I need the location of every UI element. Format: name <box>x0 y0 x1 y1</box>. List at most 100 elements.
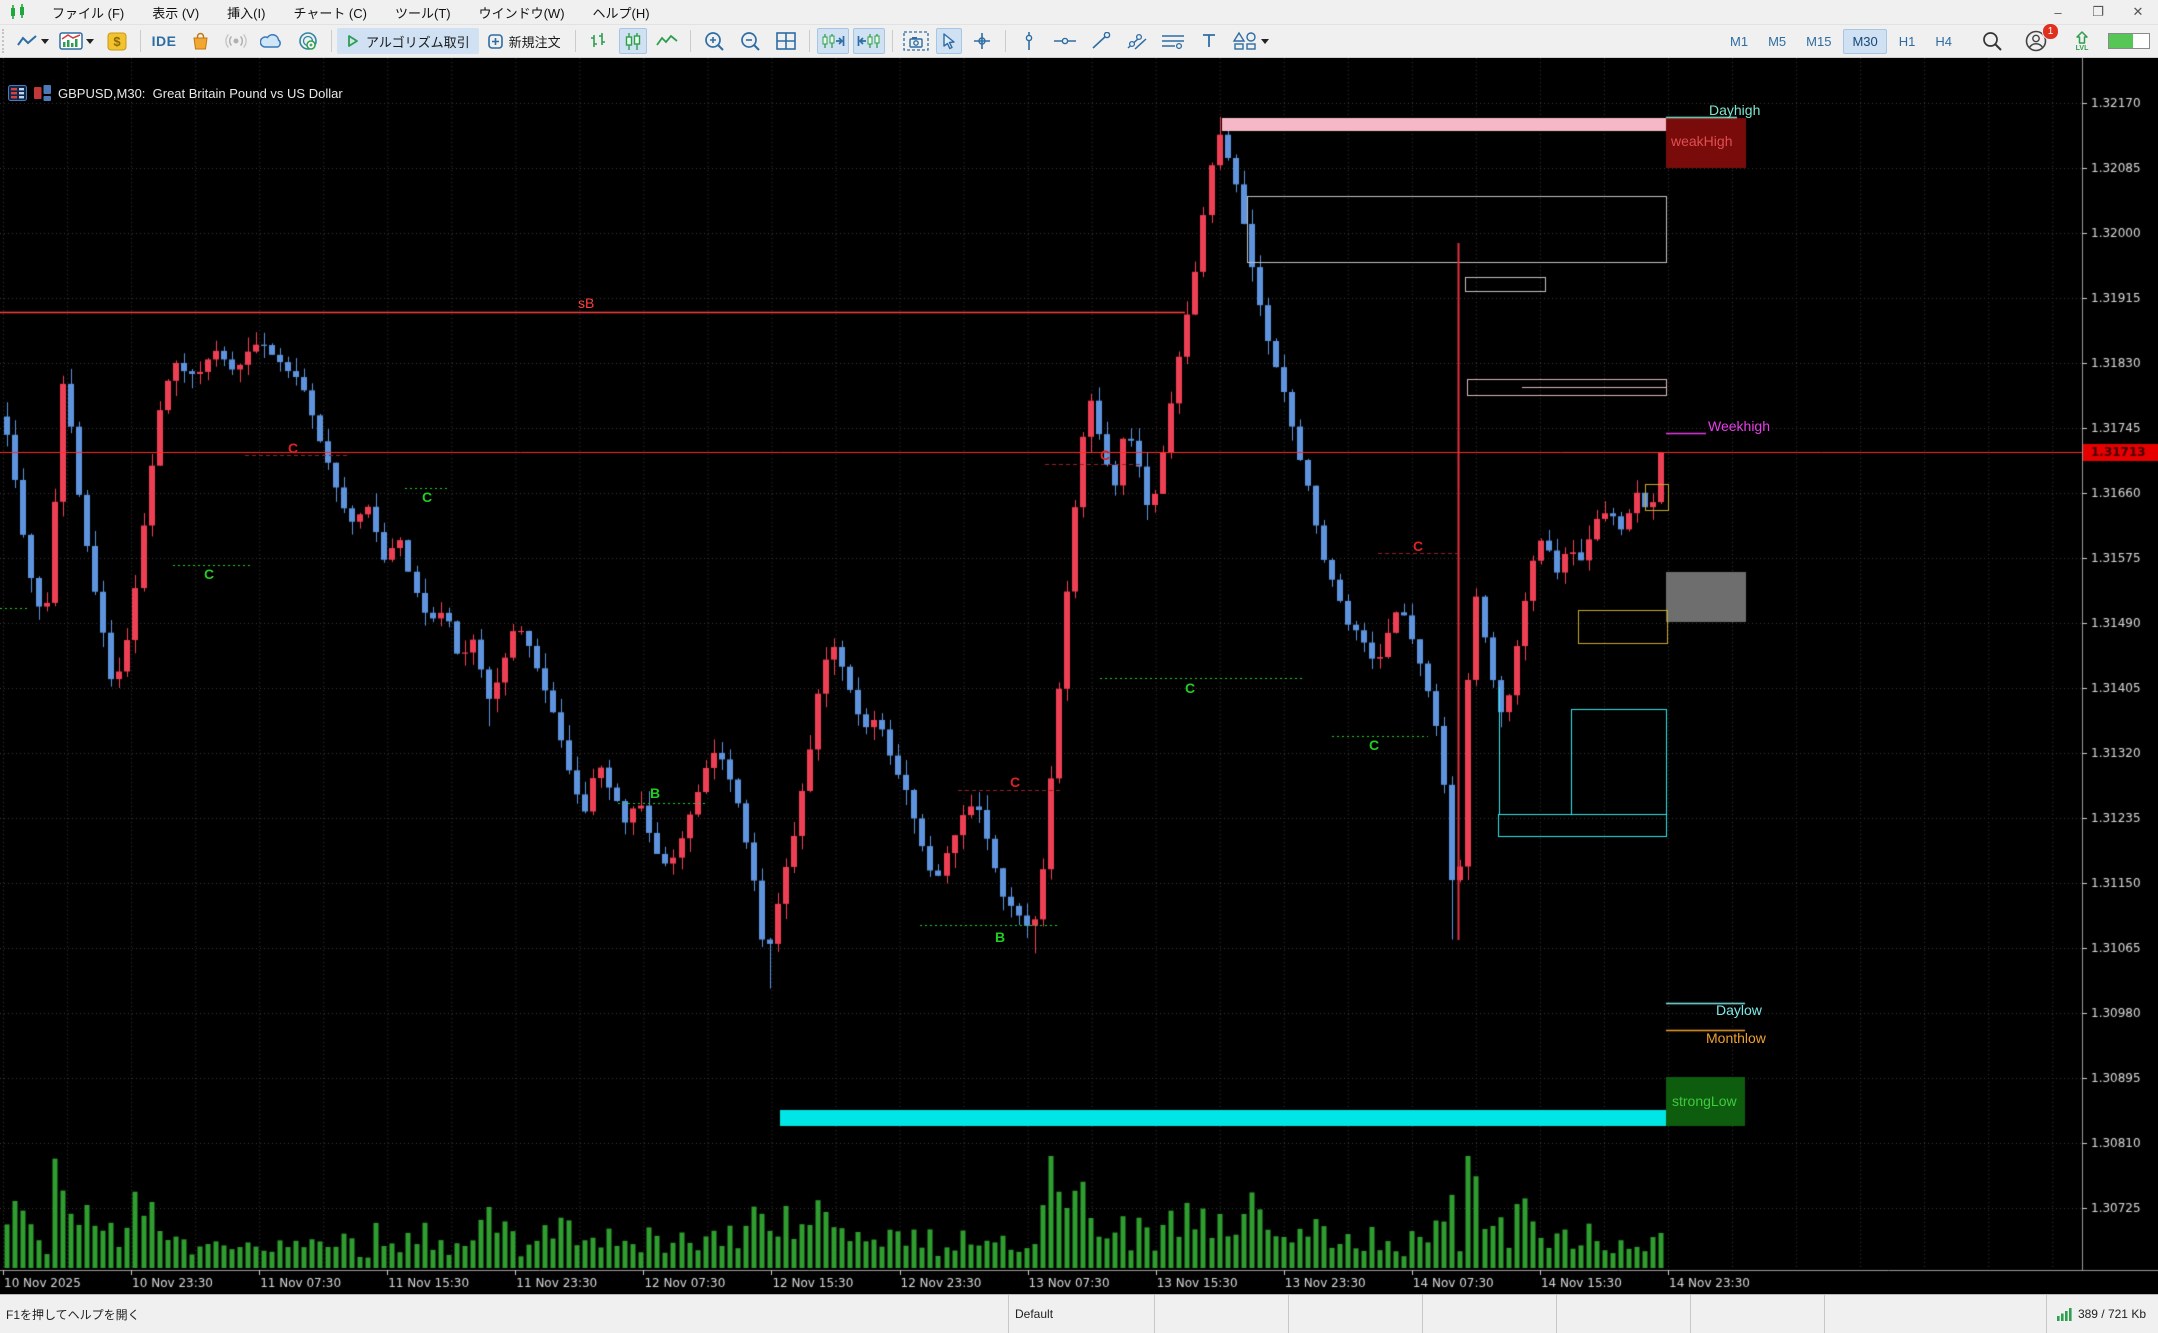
globe-icon <box>299 32 317 50</box>
menu-bar: ファイル (F) 表示 (V) 挿入(I) チャート (C) ツール(T) ウインドウ(W… <box>0 0 2158 25</box>
menu-item-6[interactable]: ヘルプ(H) <box>592 5 650 21</box>
signal-bars-icon <box>2056 1308 2072 1321</box>
status-profile[interactable]: Default <box>1008 1295 1154 1333</box>
vertical-line-icon <box>1025 32 1032 50</box>
timeframe-m30[interactable]: M30 <box>1843 28 1887 54</box>
menu-item-0[interactable]: ファイル (F) <box>52 5 125 21</box>
timeframe-h4[interactable]: H4 <box>1935 33 1952 49</box>
grid-window-icon <box>775 32 796 50</box>
cloud-icon <box>260 34 281 48</box>
shopping-bag-icon <box>192 32 208 49</box>
menu-item-5[interactable]: ウインドウ(W) <box>478 5 565 21</box>
candlestick-icon <box>625 32 640 50</box>
timeframe-group: M1 M5 M15 M30 H1 H4 <box>1720 28 1962 54</box>
account-button[interactable]: 1 <box>2020 23 2059 54</box>
toolbar-grip <box>2 29 11 53</box>
algo-trading-label: アルゴリズム取引 <box>366 34 470 50</box>
market-watch-button[interactable]: $ <box>101 28 133 54</box>
chevron-down-icon <box>86 38 94 44</box>
level-up-button[interactable]: LVL <box>2066 28 2098 54</box>
algo-trading-button[interactable]: アルゴリズム取引 <box>337 28 479 54</box>
new-order-label: 新規注文 <box>508 34 561 50</box>
chevron-down-icon <box>41 38 49 44</box>
status-cell-empty-2 <box>1422 1295 1556 1333</box>
user-avatar-icon <box>2025 30 2047 52</box>
cloud-button[interactable] <box>256 28 288 54</box>
chart-type-button[interactable] <box>13 28 52 54</box>
indicators-button[interactable] <box>56 28 97 54</box>
screenshot-button[interactable] <box>900 28 932 54</box>
channel-icon <box>1127 33 1147 50</box>
timeframe-m5[interactable]: M5 <box>1768 33 1787 49</box>
status-bar: F1を押してヘルプを開く Default 389 / 721 Kb <box>0 1294 2158 1333</box>
close-button[interactable]: ✕ <box>2132 4 2144 19</box>
menu-item-4[interactable]: ツール(T) <box>394 5 451 21</box>
timeframe-m15[interactable]: M15 <box>1806 33 1832 49</box>
equidistant-lines-tool-button[interactable] <box>1157 28 1189 54</box>
svg-text:$: $ <box>113 34 121 49</box>
menu-item-3[interactable]: チャート (C) <box>293 5 367 21</box>
zigzag-line-icon <box>655 34 678 46</box>
ohlc-bars-icon <box>590 33 605 47</box>
channel-tool-button[interactable] <box>1121 28 1153 54</box>
vertical-line-tool-button[interactable] <box>1013 28 1045 54</box>
zoom-out-icon <box>740 32 760 51</box>
zoom-in-button[interactable] <box>698 28 730 54</box>
candles-arrow-right-icon <box>822 34 844 48</box>
plus-icon <box>487 33 503 49</box>
shapes-tool-button[interactable] <box>1229 28 1272 54</box>
indicator-chart-icon <box>59 32 83 50</box>
minimize-button[interactable]: – <box>2054 4 2062 20</box>
shapes-icon <box>1232 31 1256 50</box>
tile-windows-button[interactable] <box>770 28 802 54</box>
status-cell-empty-4 <box>1690 1295 1824 1333</box>
signals-button[interactable] <box>220 28 252 54</box>
line-chart-mode-button[interactable] <box>651 28 683 54</box>
timeframe-m1[interactable]: M1 <box>1730 33 1749 49</box>
price-chart[interactable] <box>0 58 2158 1294</box>
timeframe-h1[interactable]: H1 <box>1898 33 1916 49</box>
trendline-tool-button[interactable] <box>1085 28 1117 54</box>
ide-button[interactable]: IDE <box>148 28 180 54</box>
new-order-button[interactable]: 新規注文 <box>479 28 570 54</box>
connection-progress-bar <box>2108 33 2150 49</box>
trendline-icon <box>1092 32 1110 49</box>
zoom-in-icon <box>704 32 724 51</box>
search-button[interactable] <box>1976 28 2008 54</box>
cursor-tool-button[interactable] <box>935 28 962 54</box>
level-up-label: LVL <box>2075 44 2089 52</box>
maximize-button[interactable]: ❐ <box>2092 4 2104 19</box>
ide-label: IDE <box>151 33 177 49</box>
horizontal-line-tool-button[interactable] <box>1049 28 1081 54</box>
zoom-out-button[interactable] <box>734 28 766 54</box>
menu-item-1[interactable]: 表示 (V) <box>152 5 200 21</box>
candlestick-mode-button[interactable] <box>618 28 647 54</box>
chart-window: GBPUSD,M30: Great Britain Pound vs US Do… <box>0 58 2158 1294</box>
status-help-text: F1を押してヘルプを開く <box>6 1307 140 1322</box>
toolbar: $ IDE アルゴリズム取引 新規注文 <box>0 23 2158 58</box>
horizontal-line-icon <box>1053 37 1076 45</box>
search-icon <box>1983 32 2002 51</box>
text-tool-button[interactable] <box>1193 28 1225 54</box>
camera-icon <box>902 31 929 51</box>
bar-chart-mode-button[interactable] <box>583 28 615 54</box>
market-store-button[interactable] <box>184 28 216 54</box>
cursor-arrow-icon <box>942 33 955 50</box>
chart-title: GBPUSD,M30: Great Britain Pound vs US Do… <box>58 86 343 101</box>
shift-chart-button[interactable] <box>852 28 885 54</box>
status-cell-empty-3 <box>1556 1295 1690 1333</box>
candles-arrow-left-icon <box>857 34 880 48</box>
chevron-down-icon <box>1260 38 1269 44</box>
community-button[interactable] <box>292 28 324 54</box>
play-icon <box>348 35 358 47</box>
status-traffic: 389 / 721 Kb <box>2045 1295 2158 1333</box>
shift-end-button[interactable] <box>816 28 849 54</box>
level-up-arrow-icon <box>2076 30 2088 44</box>
depth-of-market-icon[interactable] <box>8 85 27 101</box>
levels-lines-icon <box>1161 35 1184 49</box>
crosshair-tool-button[interactable] <box>966 28 998 54</box>
one-click-trading-icon[interactable] <box>33 85 52 101</box>
broadcast-icon <box>225 33 247 49</box>
menu-item-2[interactable]: 挿入(I) <box>227 5 266 21</box>
crosshair-icon <box>973 33 990 49</box>
